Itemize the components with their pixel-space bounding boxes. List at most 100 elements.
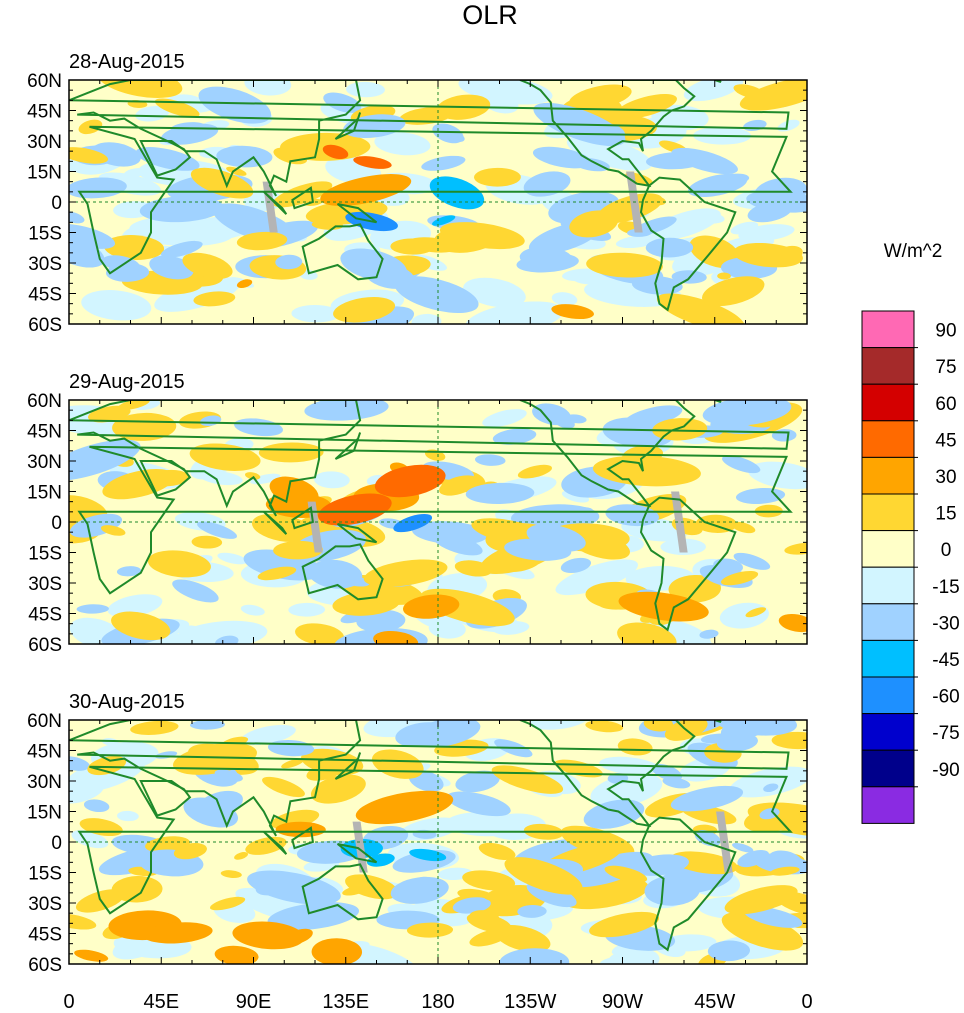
anomaly-contour: [683, 80, 744, 102]
anomaly-contour: [526, 524, 586, 552]
coastline: [334, 112, 362, 140]
anomaly-contour: [689, 211, 725, 224]
coastline: [639, 816, 737, 952]
anomaly-contour: [455, 770, 500, 793]
map-panel: 28-Aug-2015 60N 45N 30N 15N 0 15S 30S 45S 60S: [27, 51, 808, 336]
anomaly-contour: [492, 428, 537, 445]
olr-anomaly-field: [69, 80, 807, 324]
anomaly-contour: [87, 405, 131, 423]
colorbar-swatch: [861, 383, 915, 422]
anomaly-contour: [473, 167, 521, 187]
longitude-label: 90W: [602, 991, 643, 1013]
coastline: [519, 400, 696, 508]
anomaly-contour: [102, 468, 175, 500]
latitude-label: 60S: [28, 635, 62, 656]
anomaly-contour: [240, 724, 296, 746]
anomaly-contour: [478, 842, 516, 860]
coastline: [139, 460, 192, 497]
anomaly-contour: [189, 443, 261, 471]
latitude-label: 30N: [27, 132, 62, 153]
anomaly-contour: [776, 466, 807, 478]
colorbar-unit: W/m^2: [884, 241, 943, 262]
anomaly-contour: [255, 875, 293, 896]
anomaly-contour: [466, 913, 512, 933]
anomaly-contour: [702, 276, 765, 307]
olr-anomaly-field: [69, 720, 807, 964]
anomaly-contour: [589, 911, 660, 938]
anomaly-contour: [198, 86, 272, 124]
anomaly-contour: [429, 176, 485, 210]
anomaly-contour: [722, 455, 761, 474]
colorbar-swatch: [861, 347, 915, 385]
anomaly-contour: [182, 252, 233, 280]
anomaly-contour: [317, 493, 392, 526]
colorbar-swatch: [861, 786, 915, 824]
coastline: [77, 125, 793, 275]
anomaly-contour: [452, 897, 491, 914]
anomaly-contour: [295, 623, 344, 644]
anomaly-contour: [81, 290, 152, 321]
anomaly-contour: [560, 557, 592, 574]
latitude-label: 15S: [28, 224, 62, 245]
anomaly-contour: [474, 454, 506, 466]
latitude-label: 15N: [27, 483, 62, 504]
colorbar-label: -45: [932, 650, 959, 671]
anomaly-contour: [759, 807, 780, 820]
anomaly-contour: [69, 224, 116, 249]
anomaly-contour: [275, 821, 326, 838]
latitude-label: 15N: [27, 163, 62, 184]
coastline: [263, 511, 288, 535]
anomaly-contour: [516, 253, 579, 273]
missing-data-patch: [671, 491, 688, 553]
anomaly-contour: [721, 911, 804, 951]
anomaly-contour: [353, 156, 392, 169]
anomaly-contour: [555, 559, 638, 596]
anomaly-contour: [432, 532, 483, 556]
anomaly-contour: [722, 173, 750, 184]
coastline: [69, 400, 790, 517]
anomaly-contour: [656, 293, 745, 324]
anomaly-contour: [465, 301, 564, 324]
latitude-label: 0: [51, 193, 62, 214]
anomaly-contour: [670, 851, 738, 875]
colorbar-label: -30: [932, 613, 959, 634]
anomaly-contour: [69, 756, 90, 771]
anomaly-contour: [154, 98, 200, 118]
anomaly-contour: [605, 504, 659, 527]
coastline: [263, 191, 288, 215]
colorbar-label: 0: [941, 540, 952, 561]
anomaly-contour: [737, 849, 770, 868]
anomaly-contour: [702, 400, 792, 426]
coastline: [336, 203, 378, 224]
anomaly-contour: [744, 806, 804, 833]
colorbar: W/m^2 90 75 60 45 30 15 0 -15 -30 -45 -60 -75 -90: [861, 241, 960, 824]
coastline: [139, 140, 192, 177]
anomaly-contour: [617, 738, 653, 756]
anomaly-contour: [245, 836, 287, 855]
anomaly-contour: [267, 902, 360, 931]
anomaly-contour: [744, 229, 769, 241]
anomaly-contour: [644, 875, 700, 906]
anomaly-contour: [273, 540, 323, 560]
anomaly-contour: [733, 242, 803, 268]
anomaly-contour: [97, 80, 183, 98]
anomaly-contour: [393, 513, 433, 533]
anomaly-contour: [226, 166, 247, 176]
anomaly-contour: [662, 777, 691, 789]
anomaly-contour: [216, 145, 273, 168]
anomaly-contour: [784, 542, 807, 555]
anomaly-contour: [768, 850, 803, 871]
anomaly-contour: [291, 304, 341, 323]
map-panel: 29-Aug-2015 60N 45N 30N 15N 0 15S 30S 45S 60S: [27, 371, 808, 656]
anomaly-contour: [149, 255, 194, 280]
anomaly-contour: [462, 870, 516, 891]
anomaly-contour: [100, 525, 126, 536]
latitude-label: 15S: [28, 544, 62, 565]
anomaly-contour: [532, 403, 571, 426]
anomaly-contour: [322, 144, 349, 160]
colorbar-swatch: [861, 493, 915, 532]
anomaly-contour: [409, 848, 447, 862]
anomaly-contour: [104, 235, 165, 260]
anomaly-contour: [173, 742, 257, 775]
latitude-label: 30S: [28, 894, 62, 915]
